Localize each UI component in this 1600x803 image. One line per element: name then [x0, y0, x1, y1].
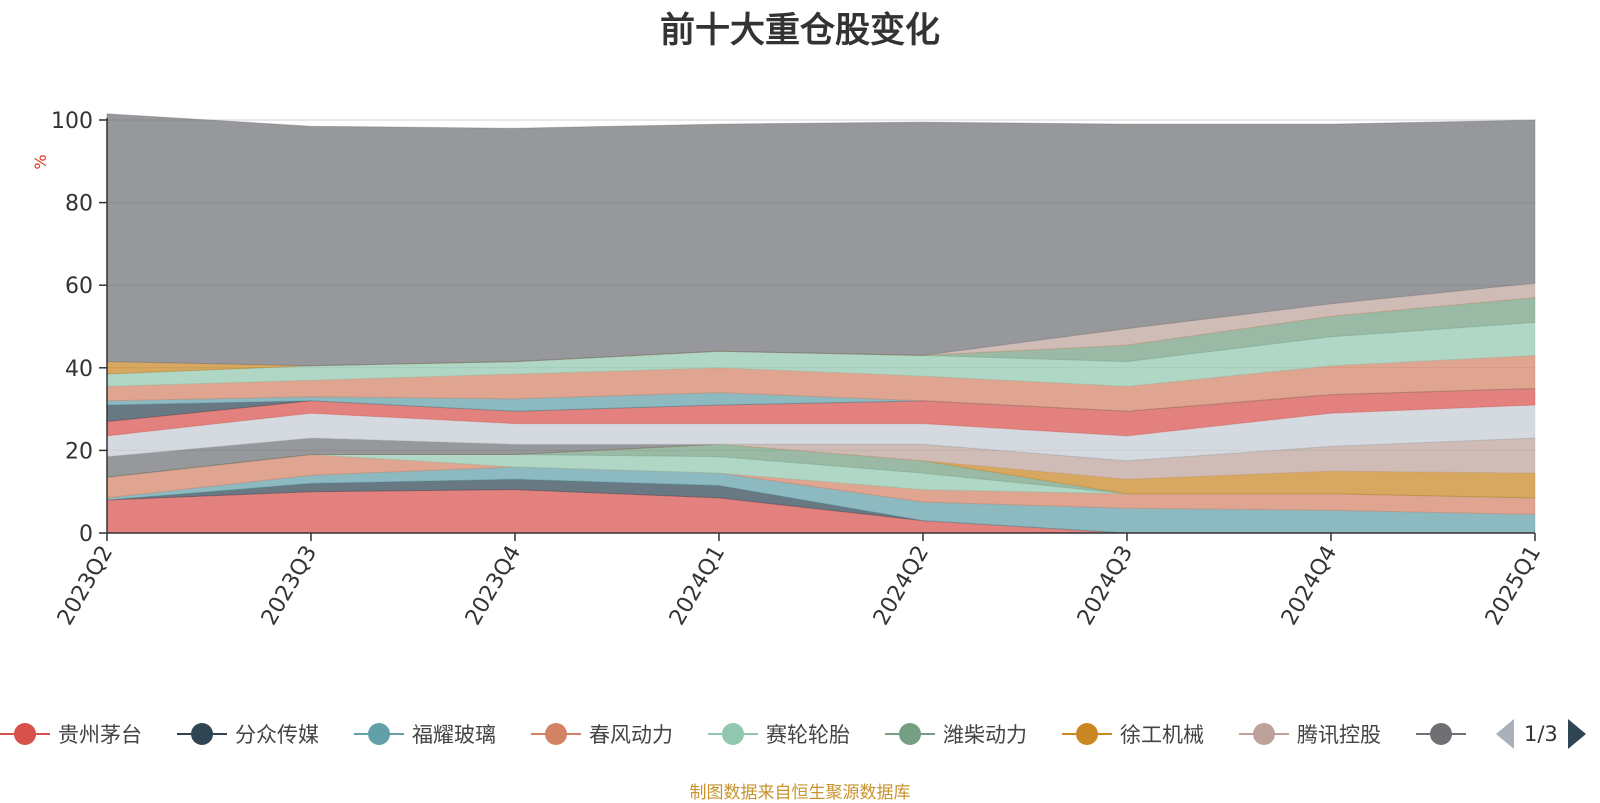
area-series-2 [106, 478, 1535, 534]
x-tick-label: 2023Q4 [461, 542, 526, 630]
area-series-11 [106, 387, 1536, 437]
legend-label: 贵州茅台 [58, 723, 142, 747]
legend-item[interactable]: 潍柴动力 [885, 716, 1027, 752]
x-tick-label: 2023Q2 [53, 542, 118, 630]
legend-next-page-button[interactable] [1567, 719, 1586, 749]
legend-pager: 1/3 [1496, 718, 1586, 750]
legend-item[interactable]: 福耀玻璃 [354, 716, 496, 752]
chart-title: 前十大重仓股变化 [659, 11, 940, 51]
legend-marker-icon [885, 716, 935, 752]
legend-marker-icon [354, 716, 404, 752]
legend-page-indicator: 1/3 [1524, 722, 1558, 746]
legend-item-truncated[interactable] [1416, 716, 1470, 752]
source-note: 制图数据来自恒生聚源数据库 [689, 783, 911, 803]
area-series-15 [106, 321, 1536, 387]
stacked-areas [106, 113, 1536, 534]
area-series-16 [106, 297, 1536, 375]
x-tick-label: 2024Q4 [1277, 542, 1342, 630]
area-series-18 [106, 282, 1536, 367]
x-tick-label: 2024Q2 [869, 542, 934, 630]
y-tick-label: 100 [51, 109, 93, 134]
x-tick-label: 2025Q1 [1481, 542, 1546, 630]
legend: 贵州茅台 分众传媒 福耀玻璃 春风动力 赛轮轮胎 潍柴动力 徐工机械 腾讯控股 [0, 716, 1470, 752]
legend-label: 福耀玻璃 [412, 723, 496, 747]
legend-item[interactable]: 分众传媒 [177, 716, 319, 752]
y-tick-label: 0 [79, 522, 93, 547]
legend-item[interactable]: 徐工机械 [1062, 716, 1204, 752]
legend-marker-icon [1062, 716, 1112, 752]
x-tick-label: 2024Q1 [665, 542, 730, 630]
legend-marker-icon [0, 716, 50, 752]
legend-label: 赛轮轮胎 [766, 723, 850, 747]
legend-item[interactable]: 腾讯控股 [1239, 716, 1381, 752]
area-series-14 [106, 354, 1536, 412]
y-tick-label: 60 [65, 274, 93, 299]
legend-marker-icon [531, 716, 581, 752]
legend-label: 腾讯控股 [1297, 723, 1381, 747]
legend-prev-page-button[interactable] [1496, 719, 1514, 749]
legend-label: 潍柴动力 [943, 723, 1027, 747]
legend-item[interactable]: 春风动力 [531, 716, 673, 752]
y-axis-unit-label: % [31, 154, 50, 169]
y-tick-label: 40 [65, 357, 93, 382]
x-tick-label: 2023Q3 [257, 542, 322, 630]
legend-label: 春风动力 [589, 723, 673, 747]
legend-label: 徐工机械 [1120, 723, 1204, 747]
y-tick-label: 80 [65, 192, 93, 217]
y-tick-label: 20 [65, 439, 93, 464]
area-series-19 [106, 113, 1536, 367]
legend-marker-icon [1416, 716, 1466, 752]
legend-label: 分众传媒 [235, 723, 319, 747]
legend-marker-icon [708, 716, 758, 752]
legend-item[interactable]: 贵州茅台 [0, 716, 142, 752]
legend-marker-icon [177, 716, 227, 752]
legend-item[interactable]: 赛轮轮胎 [708, 716, 850, 752]
x-tick-label: 2024Q3 [1073, 542, 1138, 630]
legend-marker-icon [1239, 716, 1289, 752]
